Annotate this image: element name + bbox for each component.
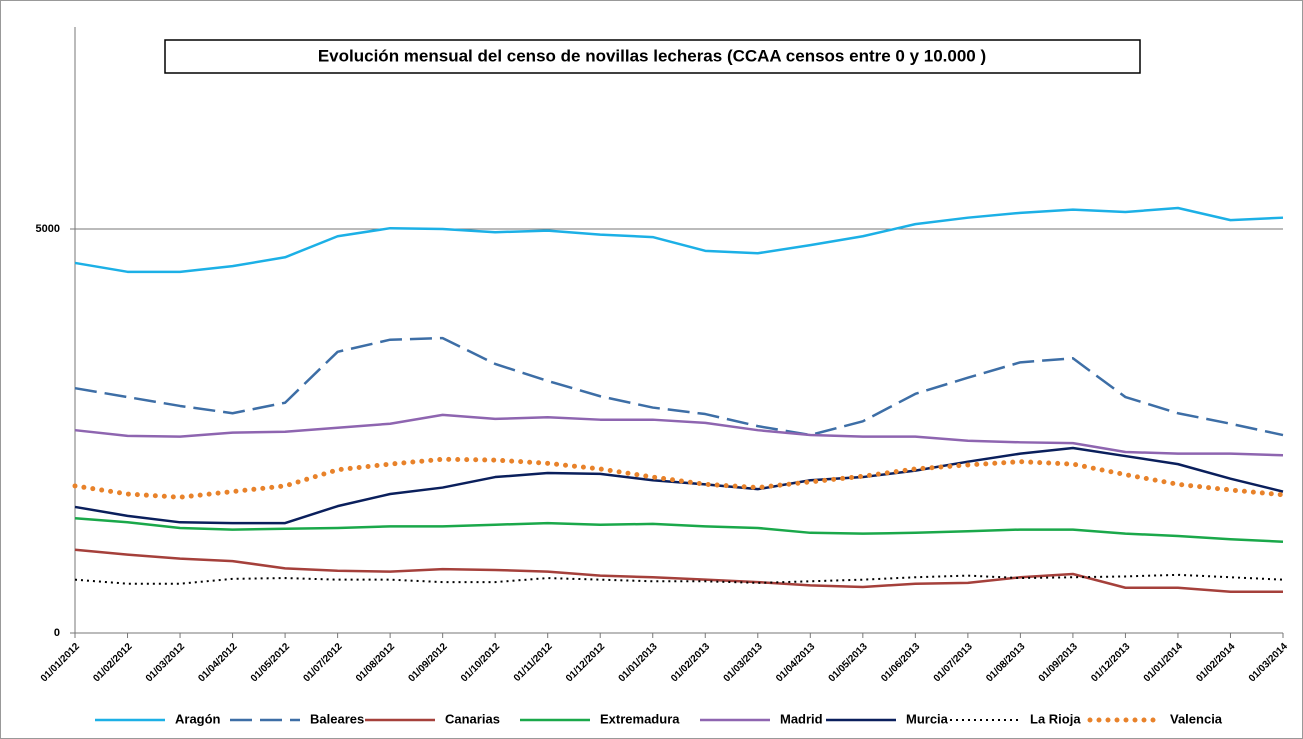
series-line bbox=[74, 336, 1284, 437]
legend-label: Murcia bbox=[906, 711, 949, 726]
series-line bbox=[74, 548, 1283, 594]
y-tick-label: 0 bbox=[54, 627, 60, 639]
legend-label: Madrid bbox=[780, 711, 823, 726]
legend-label: La Rioja bbox=[1030, 711, 1081, 726]
legend-label: Extremadura bbox=[600, 711, 680, 726]
legend-label: Canarias bbox=[445, 711, 500, 726]
chart-title: Evolución mensual del censo de novillas … bbox=[318, 46, 986, 65]
legend-label: Valencia bbox=[1170, 711, 1223, 726]
series-line bbox=[74, 446, 1284, 525]
series-line bbox=[74, 206, 1284, 274]
y-tick-label: 5000 bbox=[36, 223, 60, 235]
series-line bbox=[74, 517, 1284, 543]
series-line bbox=[72, 456, 1286, 500]
legend-label: Baleares bbox=[310, 711, 364, 726]
title-box bbox=[164, 39, 1141, 74]
series-line bbox=[74, 413, 1284, 457]
legend-label: Aragón bbox=[175, 711, 221, 726]
